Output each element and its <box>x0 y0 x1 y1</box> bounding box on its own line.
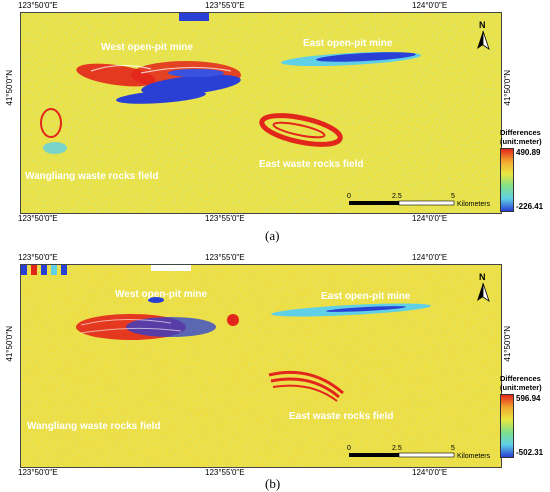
scale-unit: Kilometers <box>457 453 491 460</box>
label-east-waste: East waste rocks field <box>259 159 364 170</box>
label-east-mine: East open-pit mine <box>303 38 393 49</box>
west-mine-feature <box>76 61 241 104</box>
legend-min: -502.31 <box>516 448 544 457</box>
difference-map-b: West open-pit mine East open-pit mine Ea… <box>20 264 502 468</box>
scale-end: 5 <box>451 445 455 452</box>
scale-unit: Kilometers <box>457 201 491 208</box>
legend-b: Differences (unit:meter) 596.94 -502.31 <box>500 374 550 458</box>
wangliang-feature <box>40 108 67 154</box>
legend-min: -226.41 <box>516 202 544 211</box>
top-tick-1: 123°50'0"E <box>18 1 58 10</box>
bottom-tick-1: 123°50'0"E <box>18 214 58 223</box>
texture-cyan <box>21 13 501 213</box>
top-tick-2: 123°55'0"E <box>205 253 245 262</box>
label-west-mine: West open-pit mine <box>101 42 193 53</box>
scale-mid: 2.5 <box>392 445 402 452</box>
east-mine-feature <box>281 51 421 67</box>
east-mine-feature <box>271 303 431 317</box>
texture-cyan <box>21 265 501 467</box>
top-tick-2: 123°55'0"E <box>205 1 245 10</box>
legend-colorbar <box>500 394 514 458</box>
scale-0: 0 <box>347 445 351 452</box>
top-tick-3: 124°0'0"E <box>412 1 448 10</box>
legend-a: Differences (unit:meter) 490.89 -226.41 <box>500 128 550 212</box>
panel-a: 123°50'0"E 123°55'0"E 124°0'0"E 41°50'0"… <box>5 1 550 243</box>
legend-title-2: (unit:meter) <box>500 137 542 146</box>
north-label: N <box>479 272 486 282</box>
left-tick: 41°50'0"N <box>5 326 14 362</box>
legend-title-2: (unit:meter) <box>500 383 542 392</box>
scale-bar: 0 2.5 5 Kilometers <box>347 193 491 208</box>
panel-b: 123°50'0"E 123°55'0"E 124°0'0"E 41°50'0"… <box>0 246 550 492</box>
north-label: N <box>479 20 486 30</box>
label-east-waste: East waste rocks field <box>289 411 394 422</box>
label-west-mine: West open-pit mine <box>115 289 207 300</box>
top-tick-1: 123°50'0"E <box>18 253 58 262</box>
bottom-tick-3: 124°0'0"E <box>412 214 448 223</box>
scale-bar: 0 2.5 5 Kilometers <box>347 445 491 460</box>
bottom-tick-2: 123°55'0"E <box>205 214 245 223</box>
bottom-tick-2: 123°55'0"E <box>205 468 245 477</box>
label-wangliang: Wangliang waste rocks field <box>25 171 159 182</box>
scale-0: 0 <box>347 193 351 200</box>
scale-mid: 2.5 <box>392 193 402 200</box>
legend-title-1: Differences <box>500 128 541 137</box>
legend-colorbar <box>500 148 514 212</box>
map-canvas-a: West open-pit mine East open-pit mine Ea… <box>21 13 501 213</box>
top-tick-3: 124°0'0"E <box>412 253 448 262</box>
edge-stripes <box>21 265 191 275</box>
panel-label-b: (b) <box>265 476 281 491</box>
right-tick: 41°50'0"N <box>503 326 512 362</box>
left-tick: 41°50'0"N <box>5 70 14 106</box>
difference-map-a: West open-pit mine East open-pit mine Ea… <box>20 12 502 214</box>
label-east-mine: East open-pit mine <box>321 291 411 302</box>
bottom-tick-3: 124°0'0"E <box>412 468 448 477</box>
legend-max: 596.94 <box>516 394 541 403</box>
map-canvas-b: West open-pit mine East open-pit mine Ea… <box>21 265 501 467</box>
right-tick: 41°50'0"N <box>503 70 512 106</box>
east-waste-feature <box>268 370 344 402</box>
bottom-tick-1: 123°50'0"E <box>18 468 58 477</box>
legend-title-1: Differences <box>500 374 541 383</box>
west-mine-feature <box>76 297 239 340</box>
scale-end: 5 <box>451 193 455 200</box>
blue-edge-patch <box>179 13 209 21</box>
north-arrow: N <box>477 272 490 302</box>
label-wangliang: Wangliang waste rocks field <box>27 421 161 432</box>
panel-label-a: (a) <box>265 228 280 243</box>
east-waste-feature <box>259 113 343 147</box>
legend-max: 490.89 <box>516 148 541 157</box>
north-arrow: N <box>477 20 490 50</box>
